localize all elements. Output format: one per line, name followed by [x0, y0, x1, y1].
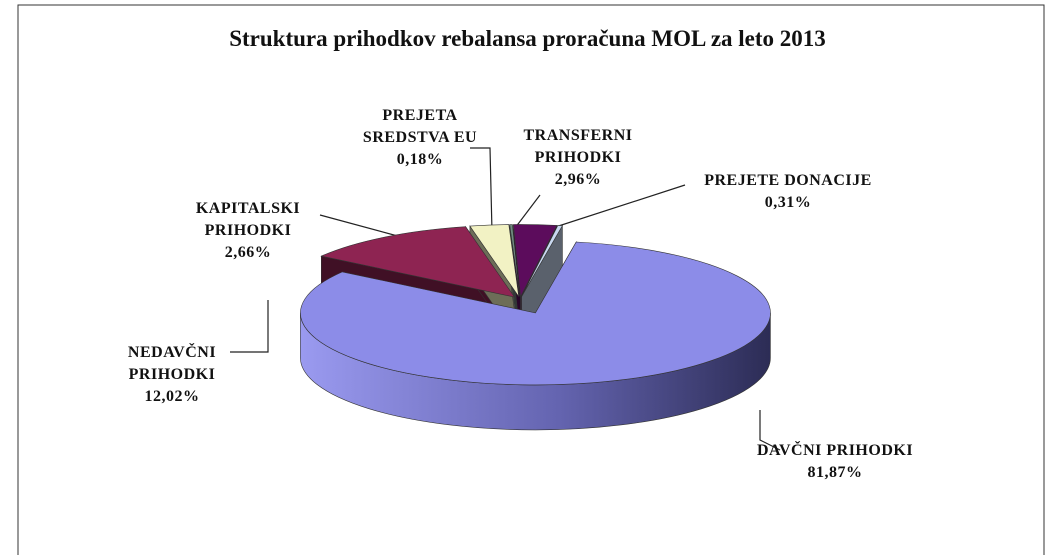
value-label: 0,31%: [764, 194, 812, 211]
category-name: KAPITALSKI PRIHODKI: [195, 200, 301, 239]
value-label: 2,66%: [224, 244, 272, 261]
frame: [17, 4, 1045, 555]
pie: [300, 224, 771, 431]
slice: [300, 241, 771, 386]
slice: [509, 224, 520, 297]
slice-label: KAPITALSKI PRIHODKI 2,66%: [173, 198, 323, 264]
value-label: 81,87%: [807, 464, 863, 481]
slice: [521, 225, 563, 297]
category-name: DAVČNI PRIHODKI: [756, 442, 914, 459]
chart-title: Struktura prihodkov rebalansa proračuna …: [229, 26, 826, 51]
slice: [320, 226, 516, 298]
value-label: 0,18%: [396, 151, 444, 168]
category-name: NEDAVČNI PRIHODKI: [127, 344, 217, 383]
value-label: 12,02%: [144, 388, 200, 405]
category-name: TRANSFERNI PRIHODKI: [523, 127, 633, 166]
slice-label: DAVČNI PRIHODKI 81,87%: [725, 440, 945, 484]
slice-label: PREJETA SREDSTVA EU 0,18%: [360, 105, 480, 171]
slice-label: NEDAVČNI PRIHODKI 12,02%: [102, 342, 242, 408]
leader-lines: [230, 147, 781, 451]
category-name: PREJETA SREDSTVA EU: [362, 107, 478, 146]
slice-label: TRANSFERNI PRIHODKI 2,96%: [513, 125, 643, 191]
slice: [513, 224, 558, 298]
value-label: 2,96%: [554, 171, 602, 188]
slice-label: PREJETE DONACIJE 0,31%: [678, 170, 898, 214]
slice: [469, 224, 520, 297]
category-name: PREJETE DONACIJE: [704, 172, 872, 189]
